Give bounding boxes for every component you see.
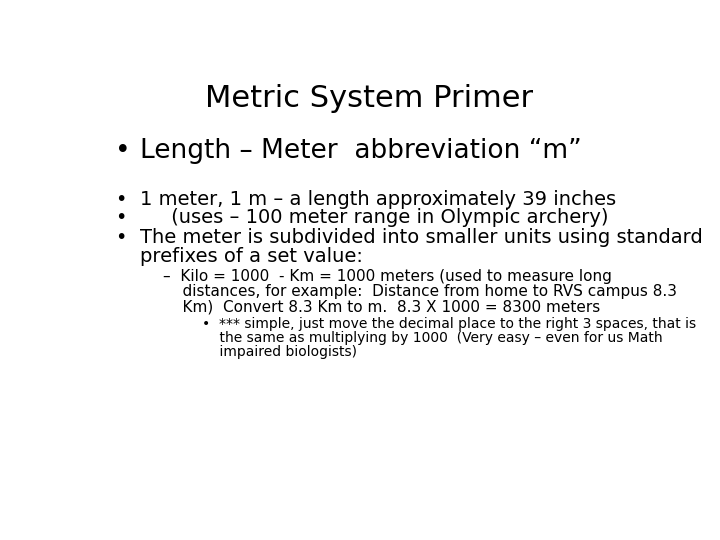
Text: Km)  Convert 8.3 Km to m.  8.3 X 1000 = 8300 meters: Km) Convert 8.3 Km to m. 8.3 X 1000 = 83… bbox=[163, 299, 600, 314]
Text: •: • bbox=[115, 208, 127, 227]
Text: Length – Meter  abbreviation “m”: Length – Meter abbreviation “m” bbox=[140, 138, 582, 164]
Text: impaired biologists): impaired biologists) bbox=[202, 345, 356, 359]
Text: •: • bbox=[115, 228, 127, 247]
Text: •  *** simple, just move the decimal place to the right 3 spaces, that is: • *** simple, just move the decimal plac… bbox=[202, 317, 696, 331]
Text: •: • bbox=[115, 190, 127, 208]
Text: –  Kilo = 1000  - Km = 1000 meters (used to measure long: – Kilo = 1000 - Km = 1000 meters (used t… bbox=[163, 269, 611, 285]
Text: (uses – 100 meter range in Olympic archery): (uses – 100 meter range in Olympic arche… bbox=[140, 208, 608, 227]
Text: •: • bbox=[115, 138, 131, 164]
Text: 1 meter, 1 m – a length approximately 39 inches: 1 meter, 1 m – a length approximately 39… bbox=[140, 190, 616, 208]
Text: distances, for example:  Distance from home to RVS campus 8.3: distances, for example: Distance from ho… bbox=[163, 285, 677, 299]
Text: the same as multiplying by 1000  (Very easy – even for us Math: the same as multiplying by 1000 (Very ea… bbox=[202, 331, 662, 345]
Text: The meter is subdivided into smaller units using standard: The meter is subdivided into smaller uni… bbox=[140, 228, 703, 247]
Text: prefixes of a set value:: prefixes of a set value: bbox=[140, 246, 363, 266]
Text: Metric System Primer: Metric System Primer bbox=[205, 84, 533, 112]
